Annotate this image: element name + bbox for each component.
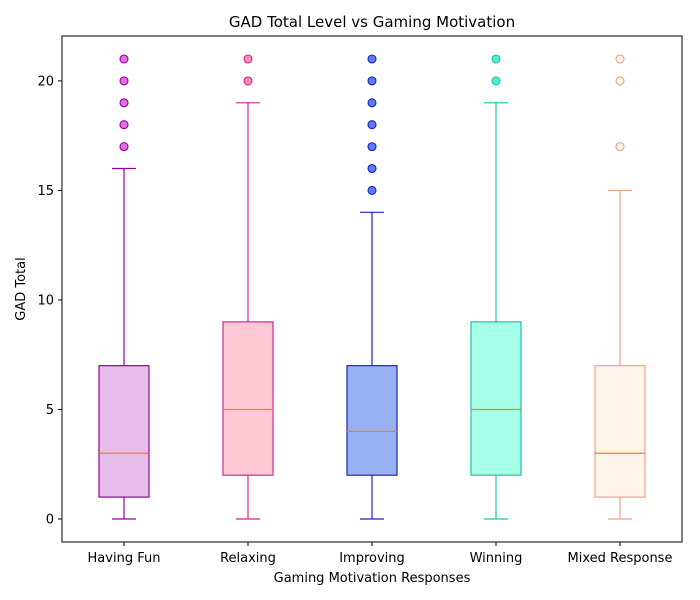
box-group-2 [222,54,274,520]
box-group-3 [346,54,398,520]
box-iqr [98,365,150,498]
y-tick-label: 15 [37,184,54,199]
outlier-point [367,185,377,195]
box-group-5 [594,54,646,520]
x-axis-title: Gaming Motivation Responses [274,571,471,586]
outlier-point [615,76,625,86]
x-tick-label: Mixed Response [568,551,673,566]
box-group-4 [470,54,522,520]
box-group-1 [98,54,150,520]
outlier-point [119,120,129,130]
outlier-point [491,54,501,64]
outlier-point [119,98,129,108]
outlier-point [243,54,253,64]
outlier-point [367,163,377,174]
box-iqr [222,321,274,476]
y-tick-label: 5 [46,403,54,418]
y-axis-title: GAD Total [14,257,29,320]
x-tick-label: Relaxing [220,551,276,566]
y-axis: 0 5 10 15 20 [37,74,62,528]
x-tick-label: Improving [339,551,405,566]
outlier-point [367,142,377,152]
y-tick-label: 0 [46,513,54,528]
outlier-point [119,54,129,64]
y-tick-label: 10 [37,293,54,308]
outlier-point [119,76,129,86]
box-iqr [346,365,398,476]
x-tick-label: Winning [470,551,523,566]
box-iqr [594,365,646,498]
outlier-point [367,54,377,64]
x-tick-label: Having Fun [88,551,161,566]
outlier-point [367,120,377,130]
outlier-point [119,142,129,152]
outlier-point [367,76,377,86]
x-axis: Having Fun Relaxing Improving Winning Mixed … [88,542,673,566]
chart-title: GAD Total Level vs Gaming Motivation [229,13,515,31]
plot-area [98,54,646,520]
outlier-point [491,76,501,86]
box-iqr [470,321,522,476]
outlier-point [615,54,625,64]
y-tick-label: 20 [37,74,54,89]
outlier-point [243,76,253,86]
outlier-point [615,142,625,152]
outlier-point [367,98,377,108]
